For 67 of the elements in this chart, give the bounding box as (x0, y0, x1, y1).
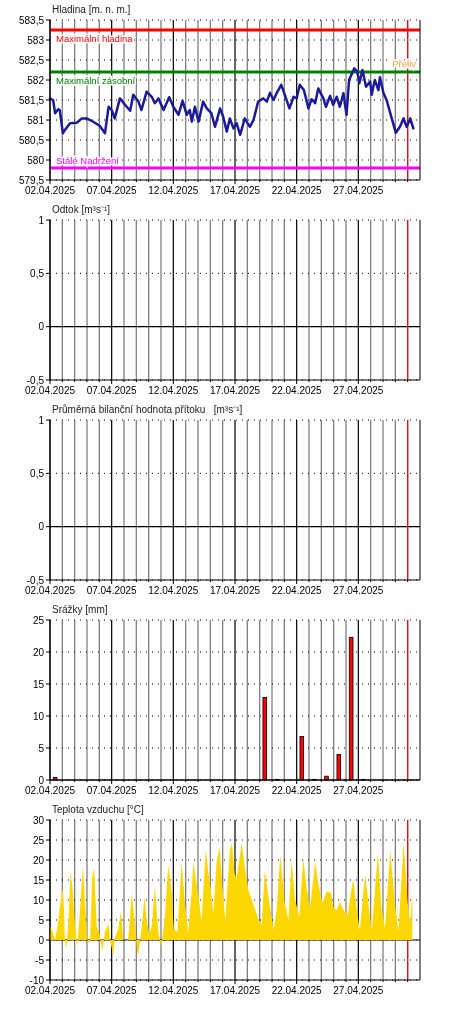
y-tick-label: 10 (32, 710, 45, 722)
x-tick-label: 22.04.2025 (271, 385, 323, 396)
y-tick-label: 0,5 (30, 467, 45, 479)
y-tick-label: -0,5 (26, 574, 45, 586)
y-tick-label: 20 (32, 646, 45, 658)
x-tick-label: 07.04.2025 (86, 585, 138, 596)
y-tick-label: 582 (27, 74, 45, 86)
x-tick-label: 02.04.2025 (24, 585, 76, 596)
y-tick-label: 25 (32, 614, 45, 626)
x-tick-label: 22.04.2025 (271, 985, 323, 996)
x-tick-label: 22.04.2025 (271, 185, 323, 196)
y-tick-label: -5 (35, 954, 45, 966)
x-tick-label: 17.04.2025 (209, 985, 261, 996)
x-tick-label: 07.04.2025 (86, 785, 138, 796)
x-tick-label: 27.04.2025 (333, 585, 384, 596)
x-tick-label: 12.04.2025 (148, 185, 199, 196)
y-tick-label: 583,5 (18, 14, 45, 26)
y-tick-label: -10 (29, 974, 45, 986)
y-tick-label: 0,5 (30, 267, 45, 279)
x-tick-label: 17.04.2025 (209, 185, 261, 196)
x-tick-label: 02.04.2025 (24, 985, 76, 996)
y-tick-label: 583 (27, 34, 45, 46)
chart-title: Srážky [mm] (52, 604, 108, 615)
x-tick-label: 27.04.2025 (333, 185, 384, 196)
y-tick-label: 581 (27, 114, 45, 126)
x-tick-label: 02.04.2025 (24, 785, 76, 796)
y-tick-label: 581,5 (18, 94, 45, 106)
x-tick-label: 12.04.2025 (148, 585, 199, 596)
x-tick-label: 17.04.2025 (209, 385, 261, 396)
y-tick-label: 30 (32, 814, 45, 826)
y-tick-label: 5 (38, 742, 45, 754)
y-tick-label: 580,5 (18, 134, 45, 146)
x-tick-label: 02.04.2025 (24, 185, 76, 196)
y-tick-label: 15 (32, 678, 45, 690)
x-tick-label: 12.04.2025 (148, 385, 199, 396)
y-tick-label: 1 (38, 214, 45, 226)
chart-title: Hladina [m. n. m.] (52, 4, 131, 15)
y-tick-label: 0 (38, 321, 45, 333)
y-tick-label: 25 (32, 834, 45, 846)
y-tick-label: 15 (32, 874, 45, 886)
y-tick-label: 1 (38, 414, 45, 426)
y-tick-label: 0 (38, 774, 45, 786)
chart-title: Odtok [m³s⁻¹] (52, 204, 111, 215)
x-tick-label: 22.04.2025 (271, 785, 323, 796)
y-tick-label: 20 (32, 854, 45, 866)
x-tick-label: 27.04.2025 (333, 385, 384, 396)
y-tick-label: 0 (38, 521, 45, 533)
y-tick-label: 582,5 (18, 54, 45, 66)
x-tick-label: 17.04.2025 (209, 585, 261, 596)
x-tick-label: 27.04.2025 (333, 785, 384, 796)
chart-title: Průměrná bilanční hodnota přítoku [m³s⁻¹] (52, 404, 243, 415)
x-tick-label: 12.04.2025 (148, 785, 199, 796)
chart-title: Teplota vzduchu [°C] (52, 804, 145, 815)
y-tick-label: 10 (32, 894, 45, 906)
y-tick-label: 579,5 (18, 174, 45, 186)
x-tick-label: 17.04.2025 (209, 785, 261, 796)
x-tick-label: 22.04.2025 (271, 585, 323, 596)
y-tick-label: 580 (27, 154, 45, 166)
y-tick-label: -0,5 (26, 374, 45, 386)
x-tick-label: 07.04.2025 (86, 985, 138, 996)
x-tick-label: 07.04.2025 (86, 185, 138, 196)
x-tick-label: 07.04.2025 (86, 385, 138, 396)
x-tick-label: 12.04.2025 (148, 985, 199, 996)
x-tick-label: 02.04.2025 (24, 385, 76, 396)
y-tick-label: 0 (38, 934, 45, 946)
x-tick-label: 27.04.2025 (333, 985, 384, 996)
y-tick-label: 5 (38, 914, 45, 926)
